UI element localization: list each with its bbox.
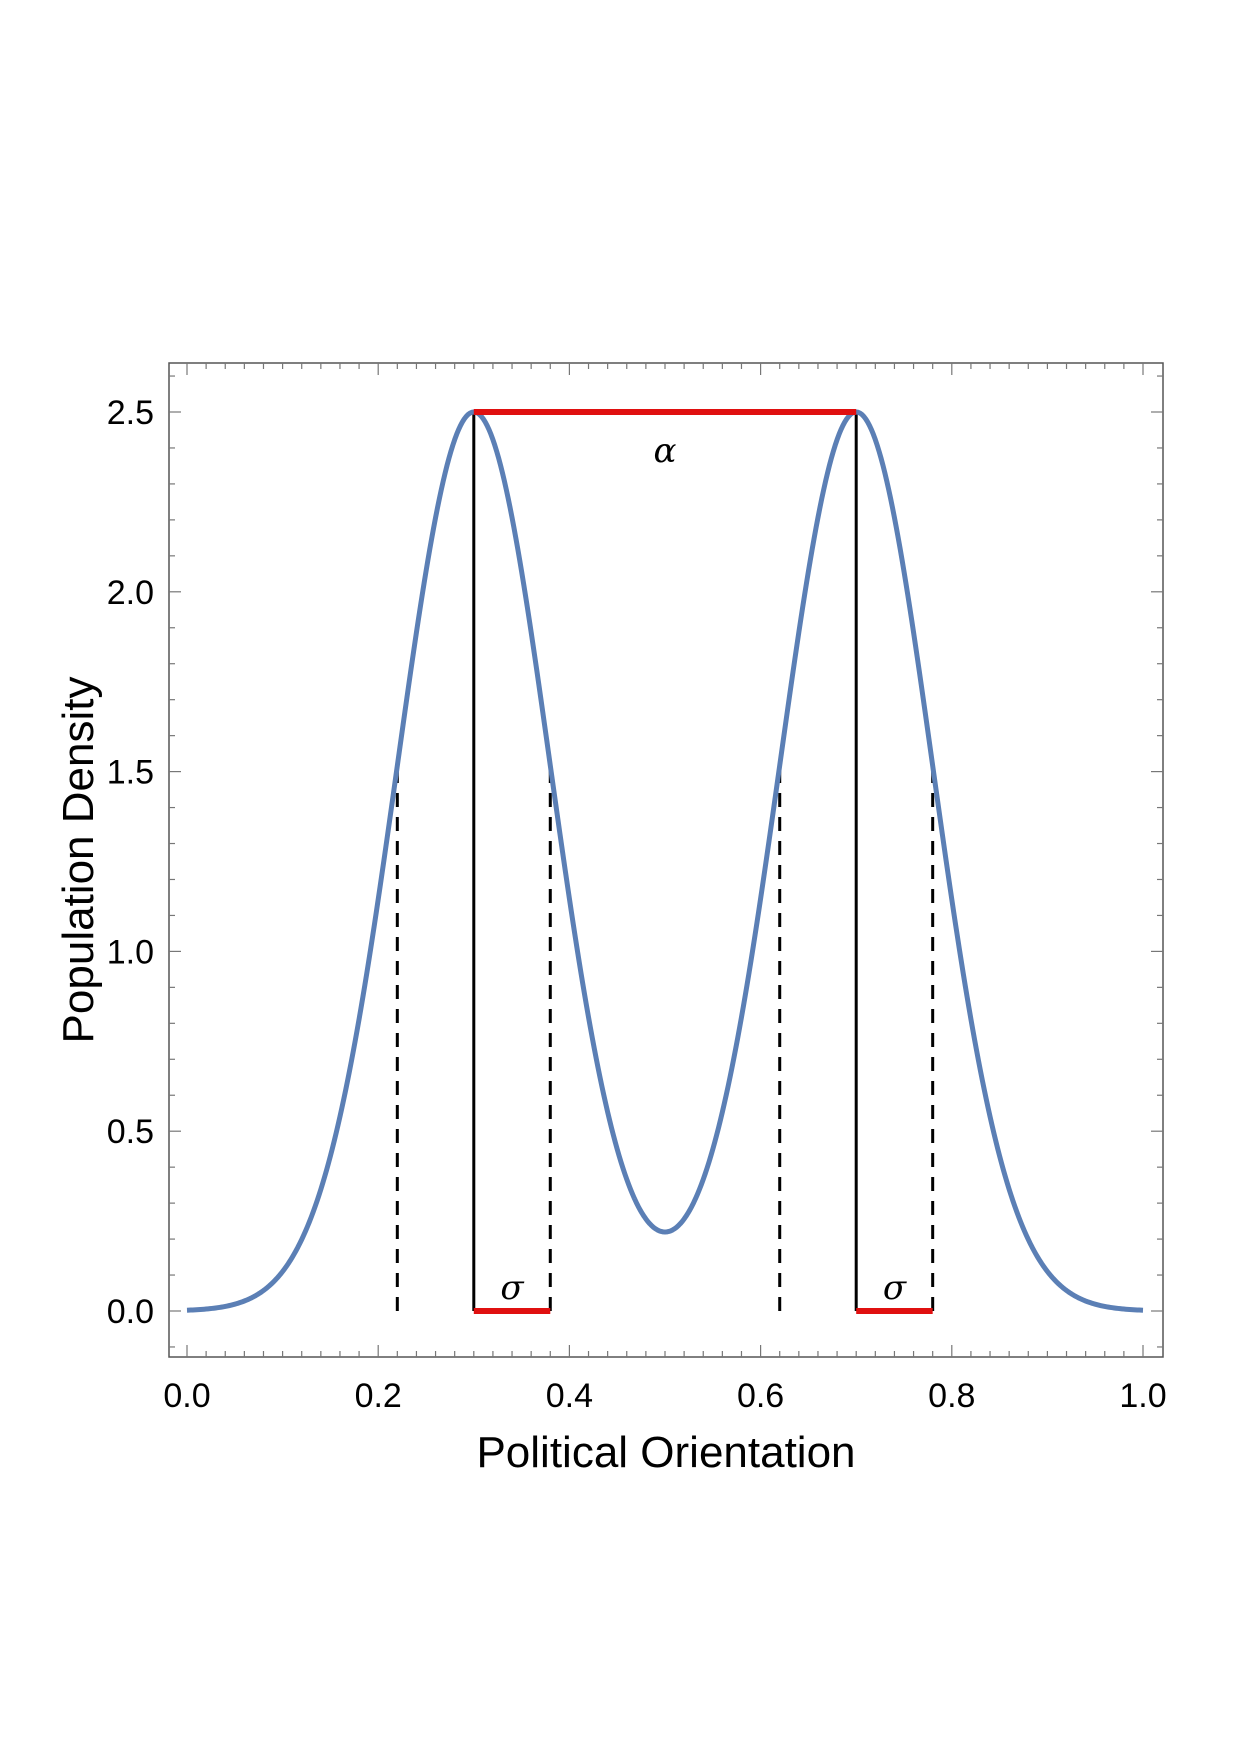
y-tick-label: 0.5	[107, 1113, 154, 1151]
sigma-label: σ	[500, 1268, 524, 1308]
x-tick-label: 0.2	[355, 1377, 402, 1415]
minor-ticks	[169, 363, 1163, 1357]
guide-lines	[395, 412, 935, 1311]
y-axis-title: Population Density	[54, 677, 103, 1044]
sigma-label: σ	[883, 1268, 907, 1308]
parameter-bars	[473, 409, 933, 1314]
x-tick-label: 0.8	[928, 1377, 975, 1415]
x-tick-label: 0.0	[163, 1377, 210, 1415]
x-axis-title: Political Orientation	[476, 1428, 855, 1477]
annotation-labels: α σ σ	[500, 431, 906, 1308]
x-tick-label: 0.6	[737, 1377, 784, 1415]
x-tick-labels: 0.0 0.2 0.4 0.6 0.8 1.0	[163, 1377, 1166, 1415]
major-ticks	[169, 363, 1163, 1357]
y-tick-label: 2.0	[107, 574, 154, 612]
y-tick-label: 1.0	[107, 933, 154, 971]
density-curve-line	[186, 409, 1144, 1313]
y-tick-labels: 0.0 0.5 1.0 1.5 2.0 2.5	[107, 394, 154, 1331]
x-tick-label: 1.0	[1119, 1377, 1166, 1415]
y-tick-label: 0.0	[107, 1293, 154, 1331]
x-tick-label: 0.4	[546, 1377, 593, 1415]
y-tick-label: 1.5	[107, 754, 154, 792]
y-tick-label: 2.5	[107, 394, 154, 432]
alpha-label: α	[654, 431, 677, 471]
plot-frame	[168, 362, 1164, 1358]
